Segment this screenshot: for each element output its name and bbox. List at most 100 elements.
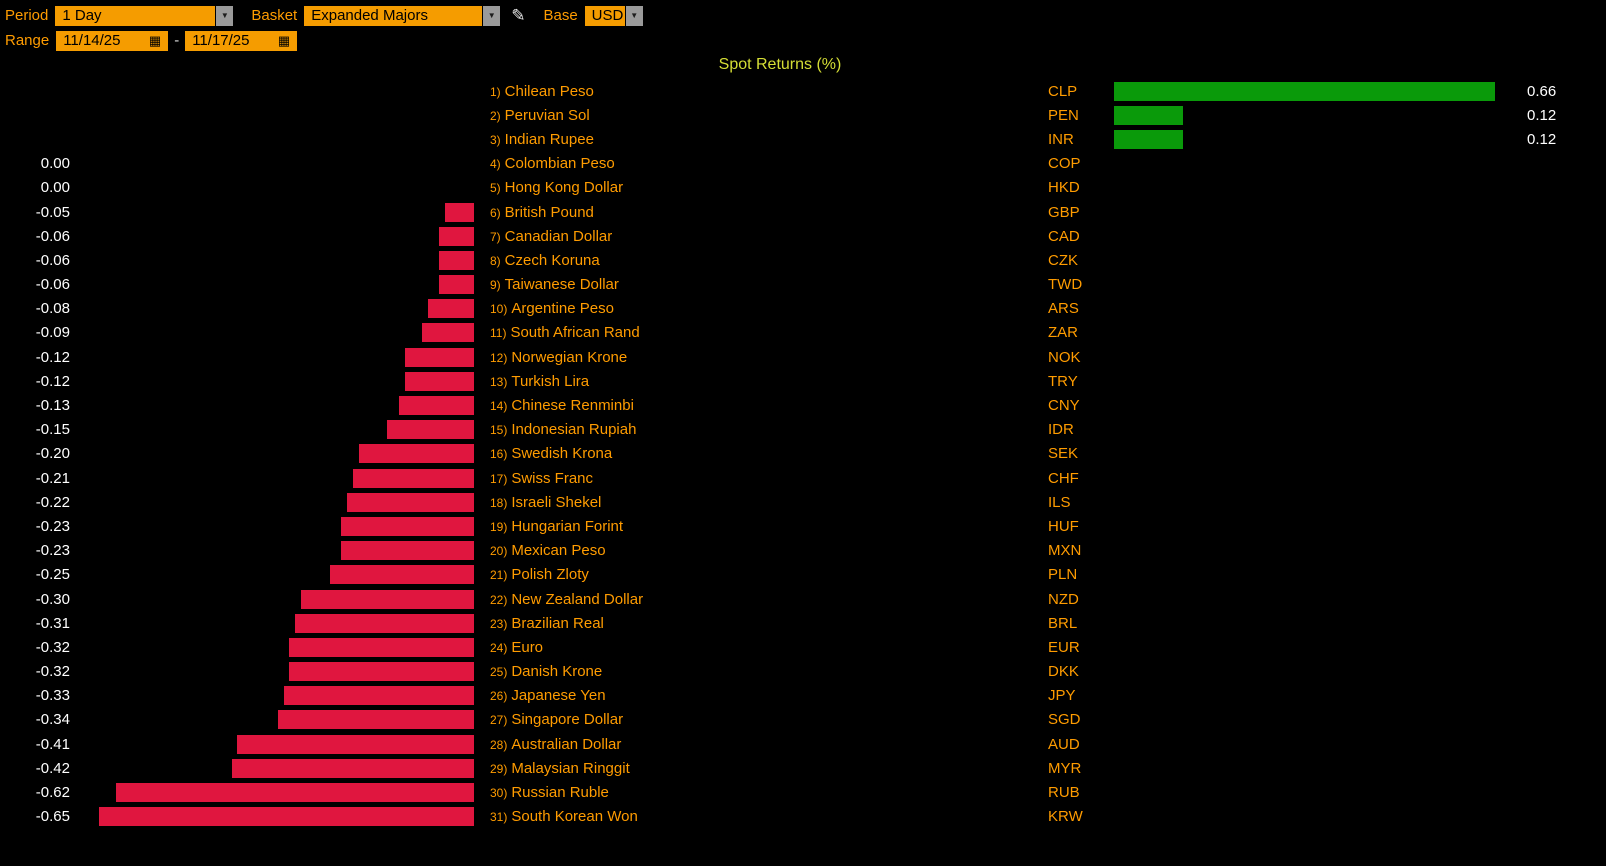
positive-bar-area <box>1114 493 1518 512</box>
chart-row[interactable]: -0.15 15) Indonesian Rupiah IDR <box>0 418 1606 442</box>
currency-rank: 8) <box>490 253 501 268</box>
positive-bar-area <box>1114 541 1518 560</box>
currency-name: 24) Euro <box>490 638 544 656</box>
currency-code: SGD <box>1048 711 1081 729</box>
range-start-field[interactable]: 11/14/25 ▦ <box>56 30 169 51</box>
currency-rank: 11) <box>490 326 507 341</box>
currency-name: 19) Hungarian Forint <box>490 517 624 535</box>
positive-bar-area <box>1114 396 1518 415</box>
chart-row[interactable]: -0.08 10) Argentine Peso ARS <box>0 297 1606 321</box>
currency-rank: 16) <box>490 447 508 462</box>
chart-row[interactable]: 1) Chilean Peso CLP 0.66 <box>0 79 1606 103</box>
chart-row[interactable]: -0.06 9) Taiwanese Dollar TWD <box>0 273 1606 297</box>
chart-row[interactable]: 3) Indian Rupee INR 0.12 <box>0 127 1606 151</box>
row-value-left: -0.23 <box>35 542 70 560</box>
positive-bar-area <box>1114 372 1518 391</box>
chart-row[interactable]: -0.22 18) Israeli Shekel ILS <box>0 490 1606 514</box>
currency-name: 10) Argentine Peso <box>490 300 614 318</box>
row-value-right: 0.66 <box>1527 82 1557 100</box>
currency-name: 22) New Zealand Dollar <box>490 590 644 608</box>
calendar-icon[interactable]: ▦ <box>277 33 291 48</box>
currency-rank: 23) <box>490 616 508 631</box>
currency-rank: 30) <box>490 786 508 801</box>
chart-row[interactable]: -0.23 20) Mexican Peso MXN <box>0 539 1606 563</box>
calendar-icon[interactable]: ▦ <box>148 33 162 48</box>
edit-pencil-icon[interactable]: ✎ <box>511 5 526 25</box>
base-currency-dropdown[interactable]: USD ▼ <box>584 5 643 26</box>
negative-bar-area <box>70 516 474 536</box>
row-value-left: -0.20 <box>35 445 70 463</box>
negative-bar <box>116 783 474 803</box>
currency-rank: 4) <box>490 157 501 172</box>
chevron-down-icon[interactable]: ▼ <box>483 5 501 26</box>
negative-bar-area <box>70 347 474 367</box>
chart-row[interactable]: -0.05 6) British Pound GBP <box>0 200 1606 224</box>
period-dropdown[interactable]: 1 Day ▼ <box>55 5 234 26</box>
negative-bar <box>98 807 474 827</box>
chart-row[interactable]: -0.12 12) Norwegian Krone NOK <box>0 345 1606 369</box>
chart-row[interactable]: -0.30 22) New Zealand Dollar NZD <box>0 587 1606 611</box>
row-value-left: -0.33 <box>35 687 70 705</box>
positive-bar-area <box>1114 590 1518 609</box>
chevron-down-icon[interactable]: ▼ <box>216 5 234 26</box>
chart-row[interactable]: -0.09 11) South African Rand ZAR <box>0 321 1606 345</box>
chart-row[interactable]: -0.20 16) Swedish Krona SEK <box>0 442 1606 466</box>
chart-row[interactable]: 2) Peruvian Sol PEN 0.12 <box>0 103 1606 127</box>
currency-code: ZAR <box>1048 324 1078 342</box>
range-end-field[interactable]: 11/17/25 ▦ <box>185 30 298 51</box>
negative-bar-area <box>70 468 474 488</box>
currency-rank: 6) <box>490 205 501 220</box>
chart-row[interactable]: -0.12 13) Turkish Lira TRY <box>0 369 1606 393</box>
chart-row[interactable]: -0.25 21) Polish Zloty PLN <box>0 563 1606 587</box>
currency-code: PLN <box>1048 566 1078 584</box>
chart-row[interactable]: -0.06 8) Czech Koruna CZK <box>0 248 1606 272</box>
row-value-left: -0.23 <box>35 517 70 535</box>
chart-row[interactable]: -0.41 28) Australian Dollar AUD <box>0 732 1606 756</box>
chart-row[interactable]: -0.21 17) Swiss Franc CHF <box>0 466 1606 490</box>
negative-bar-area <box>70 686 474 706</box>
positive-bar-area <box>1114 614 1518 633</box>
chart-row[interactable]: -0.65 31) South Korean Won KRW <box>0 805 1606 829</box>
chart-row[interactable]: -0.42 29) Malaysian Ringgit MYR <box>0 756 1606 780</box>
range-label: Range <box>5 32 50 49</box>
currency-code: ARS <box>1048 300 1079 318</box>
negative-bar-area <box>70 637 474 657</box>
chevron-down-icon[interactable]: ▼ <box>625 5 643 26</box>
currency-code: KRW <box>1048 808 1083 826</box>
chart-row[interactable]: -0.32 24) Euro EUR <box>0 635 1606 659</box>
chart-row[interactable]: -0.62 30) Russian Ruble RUB <box>0 780 1606 804</box>
negative-bar-area <box>70 758 474 778</box>
row-value-left: -0.21 <box>35 469 70 487</box>
negative-bar-area <box>70 662 474 682</box>
chart-row[interactable]: -0.13 14) Chinese Renminbi CNY <box>0 393 1606 417</box>
negative-bar <box>352 468 474 488</box>
chart-row[interactable]: -0.06 7) Canadian Dollar CAD <box>0 224 1606 248</box>
negative-bar <box>387 420 474 440</box>
negative-bar-area <box>70 202 474 222</box>
currency-name: 2) Peruvian Sol <box>490 106 590 124</box>
chart-row[interactable]: -0.23 19) Hungarian Forint HUF <box>0 514 1606 538</box>
currency-code: NZD <box>1048 590 1079 608</box>
positive-bar-area <box>1114 735 1518 754</box>
positive-bar-area <box>1114 251 1518 270</box>
positive-bar-area <box>1114 81 1518 101</box>
row-value-left: -0.05 <box>35 203 70 221</box>
currency-code: EUR <box>1048 638 1080 656</box>
negative-bar-area <box>70 444 474 464</box>
basket-dropdown[interactable]: Expanded Majors ▼ <box>304 5 501 26</box>
row-value-left: -0.34 <box>35 711 70 729</box>
currency-name: 18) Israeli Shekel <box>490 493 602 511</box>
negative-bar-area <box>70 783 474 803</box>
negative-bar <box>404 371 474 391</box>
chart-row[interactable]: -0.34 27) Singapore Dollar SGD <box>0 708 1606 732</box>
chart-row[interactable]: 0.00 4) Colombian Peso COP <box>0 152 1606 176</box>
currency-code: COP <box>1048 155 1081 173</box>
chart-row[interactable]: -0.32 25) Danish Krone DKK <box>0 660 1606 684</box>
base-currency-value: USD <box>584 5 625 26</box>
negative-bar-area <box>70 565 474 585</box>
chart-row[interactable]: -0.31 23) Brazilian Real BRL <box>0 611 1606 635</box>
currency-name: 9) Taiwanese Dollar <box>490 276 619 294</box>
chart-row[interactable]: -0.33 26) Japanese Yen JPY <box>0 684 1606 708</box>
chart-row[interactable]: 0.00 5) Hong Kong Dollar HKD <box>0 176 1606 200</box>
currency-rank: 31) <box>490 810 508 825</box>
